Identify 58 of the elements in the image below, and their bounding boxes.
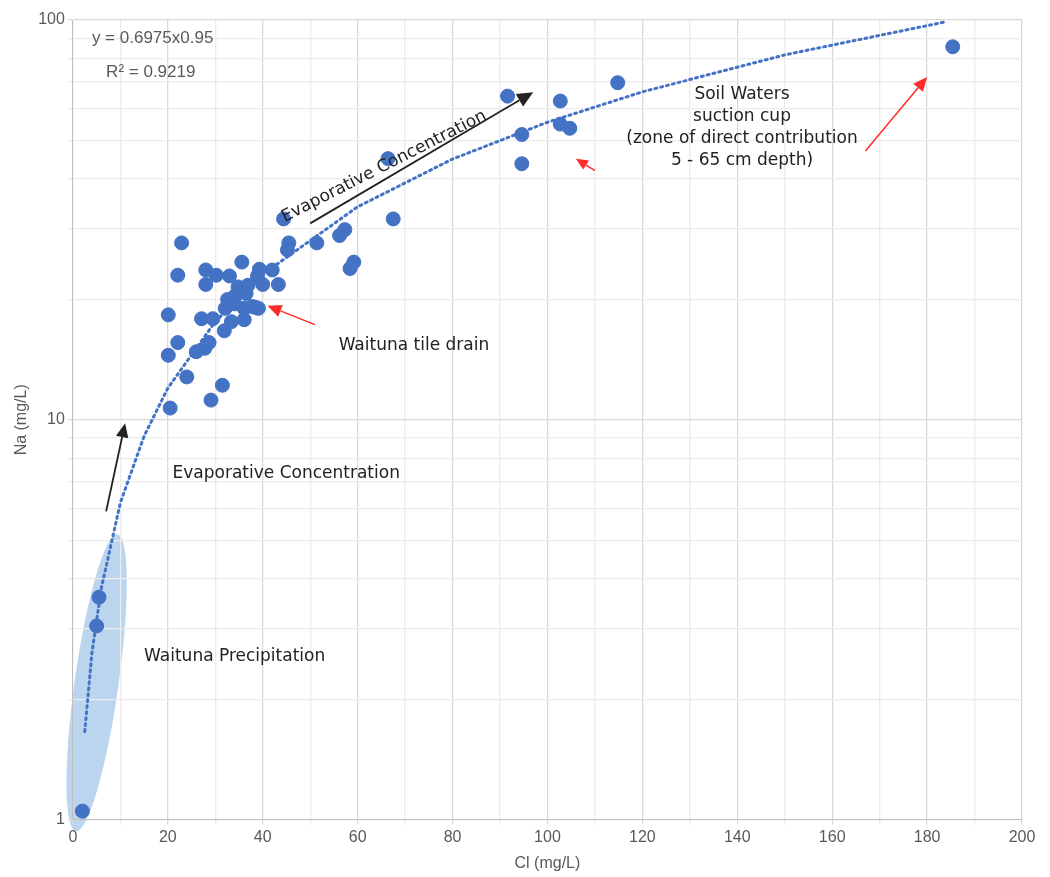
point (89, 618, 105, 634)
point (174, 235, 190, 251)
annotation: Waituna Precipitation (144, 643, 326, 666)
x-tick-label: 100 (534, 827, 561, 845)
point (500, 88, 516, 104)
x-tick-label: 40 (253, 827, 272, 845)
point (223, 314, 239, 330)
point (160, 307, 176, 323)
point (162, 400, 178, 416)
point (552, 93, 568, 109)
annotation: Waituna tile drain (338, 332, 490, 355)
x-tick-label: 180 (913, 827, 941, 845)
point (205, 311, 221, 327)
point (222, 268, 237, 284)
point (208, 267, 224, 283)
annotation: Soil Waters suction cup (zone of direct contribution 5 - 65 cm depth) (626, 81, 858, 170)
point (337, 222, 353, 238)
point (170, 267, 186, 283)
x-tick-label: 160 (818, 827, 846, 845)
x-axis-title: Cl (mg/L) (514, 853, 581, 871)
point (514, 156, 530, 172)
point (514, 127, 530, 143)
x-tick-label: 140 (723, 827, 751, 845)
point (160, 347, 176, 363)
annotation: y = 0.6975x0.95 (91, 27, 214, 50)
point (264, 262, 280, 278)
point (74, 803, 90, 819)
x-tick-label: 80 (443, 827, 462, 845)
y-axis-title: Na (mg/L) (12, 384, 30, 456)
x-tick-label: 60 (348, 827, 367, 845)
point (240, 277, 256, 293)
point (234, 254, 250, 270)
x-tick-label: 200 (1008, 827, 1036, 845)
point (179, 369, 195, 385)
point (610, 75, 626, 91)
point (201, 335, 217, 351)
y-tick-label: 100 (38, 10, 65, 28)
point (170, 335, 186, 351)
x-tick-label: 0 (68, 827, 78, 845)
point (203, 392, 219, 408)
point (214, 377, 230, 393)
point (270, 276, 286, 292)
point (255, 276, 271, 292)
point (562, 120, 578, 136)
y-tick-label: 10 (47, 410, 65, 428)
annotation: Evaporative Concentration (172, 460, 400, 483)
x-tick-label: 20 (158, 827, 177, 845)
point (385, 211, 401, 227)
point (216, 323, 232, 339)
x-tick-label: 120 (629, 827, 656, 845)
point (309, 235, 325, 251)
point (198, 276, 214, 292)
annotation: R² = 0.9219 (106, 60, 196, 83)
point (91, 589, 107, 605)
line-series (83, 20, 948, 734)
point (346, 254, 362, 270)
y-tick-label: 1 (55, 810, 65, 828)
point (945, 39, 961, 55)
